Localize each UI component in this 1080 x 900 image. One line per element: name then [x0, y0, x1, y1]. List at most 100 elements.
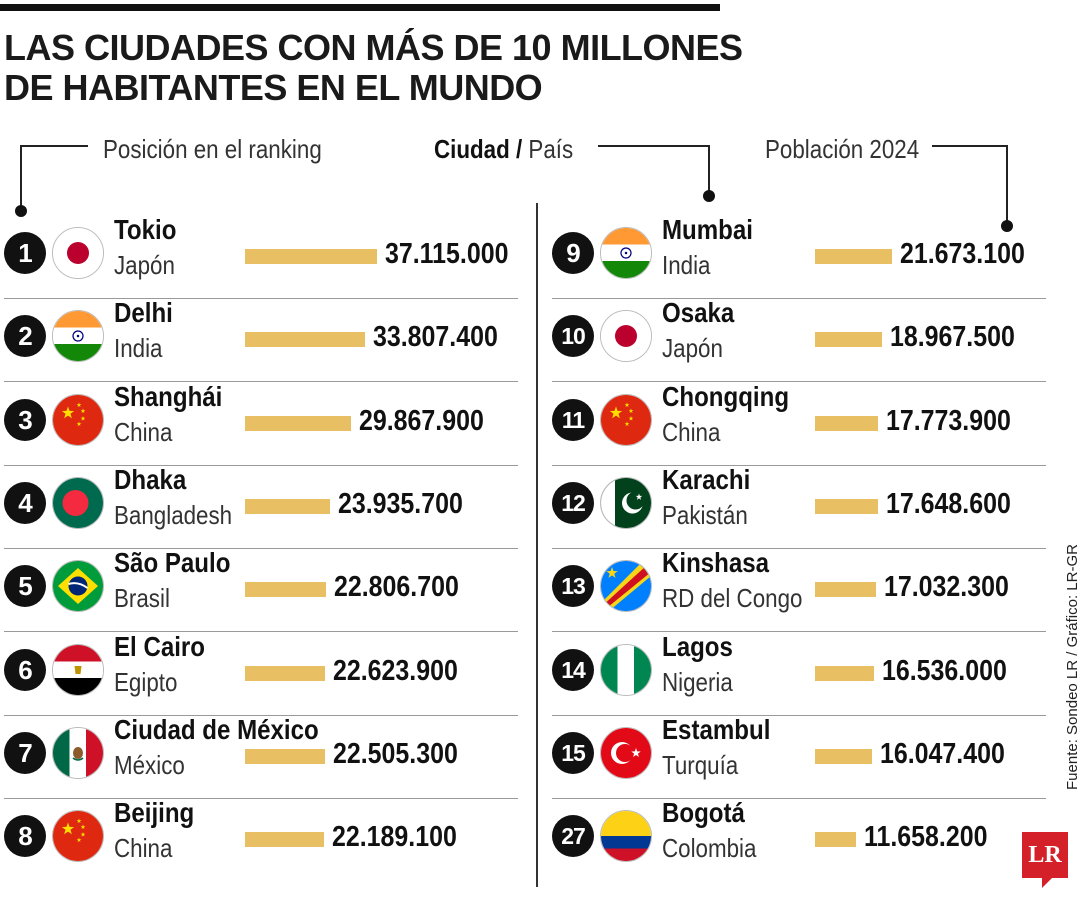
china-flag-icon — [600, 394, 652, 446]
rank-badge: 13 — [552, 565, 594, 607]
country-name: Nigeria — [662, 667, 733, 697]
row-divider — [552, 381, 1046, 382]
rank-badge: 12 — [552, 482, 594, 524]
row-divider — [552, 465, 1046, 466]
rank-badge: 4 — [4, 482, 46, 524]
ranking-guide-h — [20, 145, 88, 147]
population-bar — [245, 749, 325, 764]
population-bar — [815, 332, 882, 347]
ranking-row: 3 Shanghái China 29.867.900 — [4, 381, 518, 469]
city-name: Beijing — [114, 797, 195, 828]
city-guide-v — [708, 145, 710, 193]
row-divider — [4, 715, 518, 716]
city-name: Osaka — [662, 297, 735, 328]
rank-badge: 9 — [552, 232, 594, 274]
bangladesh-flag-icon — [52, 477, 104, 529]
row-divider — [552, 298, 1046, 299]
population-guide-h — [932, 145, 1008, 147]
population-value: 17.648.600 — [886, 488, 1011, 520]
population-bar — [815, 499, 878, 514]
lr-logo-tail — [1042, 876, 1054, 888]
column-separator — [536, 203, 538, 887]
city-name: Chongqing — [662, 381, 790, 412]
ranking-row: 8 Beijing China 22.189.100 — [4, 797, 518, 885]
egypt-flag-icon — [52, 644, 104, 696]
city-name: Ciudad de México — [114, 714, 319, 745]
city-name: Shanghái — [114, 381, 223, 412]
city-guide-dot — [703, 190, 715, 202]
ranking-row: 9 Mumbai India 21.673.100 — [552, 214, 1046, 302]
ranking-row: 11 Chongqing China 17.773.900 — [552, 381, 1046, 469]
row-divider — [4, 298, 518, 299]
city-label: Ciudad — [434, 134, 510, 164]
population-guide-dot — [1001, 220, 1013, 232]
city-name: El Cairo — [114, 631, 205, 662]
city-name: Karachi — [662, 464, 751, 495]
pakistan-flag-icon — [600, 477, 652, 529]
ranking-guide-v — [20, 145, 22, 207]
population-bar — [245, 416, 351, 431]
population-value: 17.032.300 — [884, 571, 1009, 603]
ranking-row: 1 Tokio Japón 37.115.000 — [4, 214, 518, 302]
row-divider — [552, 715, 1046, 716]
rank-badge: 15 — [552, 732, 594, 774]
rank-badge: 3 — [4, 399, 46, 441]
population-bar — [245, 332, 365, 347]
rank-badge: 6 — [4, 649, 46, 691]
country-name: RD del Congo — [662, 583, 803, 613]
population-bar — [815, 749, 872, 764]
india-flag-icon — [600, 227, 652, 279]
brazil-flag-icon — [52, 560, 104, 612]
japan-flag-icon — [52, 227, 104, 279]
china-flag-icon — [52, 394, 104, 446]
rank-badge: 10 — [552, 315, 594, 357]
rank-badge: 2 — [4, 315, 46, 357]
population-bar — [815, 416, 878, 431]
population-value: 22.806.700 — [334, 571, 459, 603]
country-name: Japón — [114, 250, 175, 280]
row-divider — [4, 548, 518, 549]
city-country-label: Ciudad / País — [434, 134, 573, 165]
ranking-row: 15 Estambul Turquía 16.047.400 — [552, 714, 1046, 802]
label-slash: / — [509, 134, 529, 164]
ranking-row: 6 El Cairo Egipto 22.623.900 — [4, 631, 518, 719]
city-name: Kinshasa — [662, 547, 770, 578]
population-bar — [815, 832, 856, 847]
nigeria-flag-icon — [600, 644, 652, 696]
row-divider — [4, 381, 518, 382]
ranking-row: 5 São Paulo Brasil 22.806.700 — [4, 547, 518, 635]
population-bar — [245, 249, 377, 264]
population-value: 29.867.900 — [359, 405, 484, 437]
country-name: China — [662, 417, 721, 447]
row-divider — [552, 631, 1046, 632]
country-name: India — [114, 333, 163, 363]
country-name: Brasil — [114, 583, 170, 613]
population-label: Población 2024 — [765, 134, 920, 164]
country-name: India — [662, 250, 711, 280]
population-value: 16.047.400 — [880, 738, 1005, 770]
population-value: 37.115.000 — [385, 238, 509, 270]
ranking-row: 7 Ciudad de México México 22.505.300 — [4, 714, 518, 802]
city-guide-h — [598, 145, 710, 147]
population-bar — [245, 499, 330, 514]
country-name: Egipto — [114, 667, 178, 697]
drc-flag-icon — [600, 560, 652, 612]
country-name: Turquía — [662, 750, 739, 780]
city-name: Estambul — [662, 714, 771, 745]
city-name: Bogotá — [662, 797, 745, 828]
ranking-label: Posición en el ranking — [103, 134, 322, 164]
india-flag-icon — [52, 310, 104, 362]
population-guide-v — [1006, 145, 1008, 223]
population-bar — [245, 832, 324, 847]
lr-logo: LR — [1022, 832, 1068, 878]
population-bar — [245, 666, 325, 681]
row-divider — [552, 798, 1046, 799]
top-rule — [0, 4, 720, 11]
population-value: 22.623.900 — [333, 655, 458, 687]
population-value: 21.673.100 — [900, 238, 1025, 270]
population-bar — [815, 249, 892, 264]
population-value: 18.967.500 — [890, 321, 1015, 353]
ranking-row: 4 Dhaka Bangladesh 23.935.700 — [4, 464, 518, 552]
china-flag-icon — [52, 810, 104, 862]
population-value: 17.773.900 — [886, 405, 1011, 437]
